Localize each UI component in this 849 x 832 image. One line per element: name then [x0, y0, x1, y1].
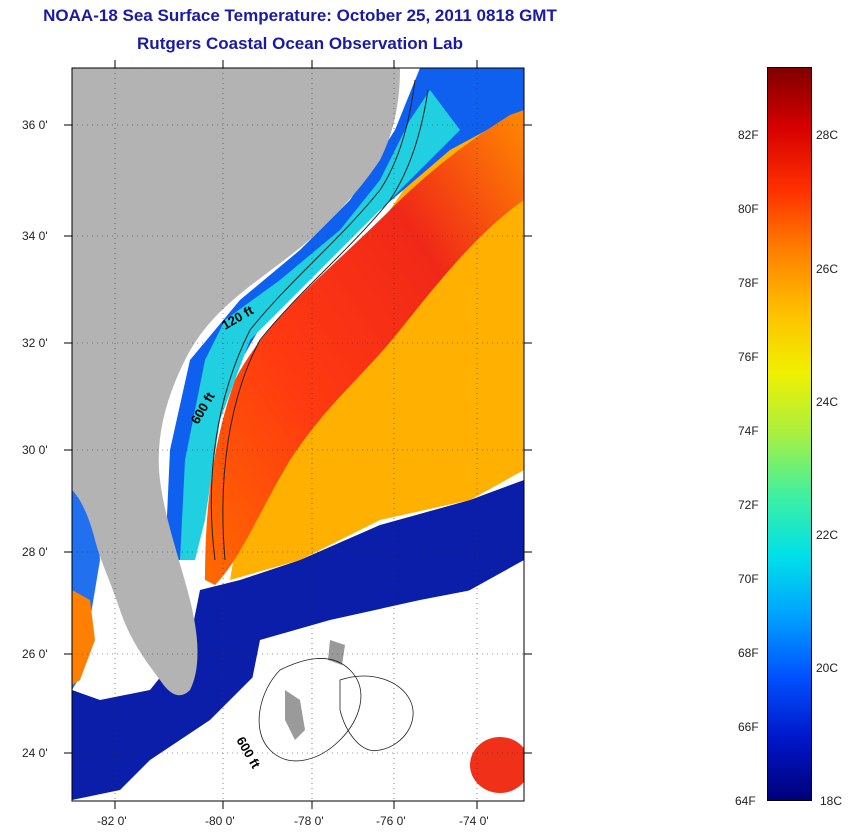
colorbar-c-label: 28C	[816, 128, 839, 142]
colorbar-f-label: 70F	[738, 572, 759, 586]
lat-label: 32 0'	[22, 336, 48, 350]
lat-label: 28 0'	[22, 545, 48, 559]
lat-label: 30 0'	[22, 443, 48, 457]
land	[72, 68, 400, 696]
colorbar-c-label: 24C	[816, 395, 839, 409]
colorbar-f-label: 78F	[738, 276, 759, 290]
graticule	[72, 68, 524, 801]
colorbar-c-label: 26C	[816, 262, 839, 276]
axis-ticks	[64, 60, 532, 809]
colorbar-f-label: 80F	[738, 202, 759, 216]
bahamas-contour	[258, 658, 362, 762]
colorbar-f-label: 82F	[738, 128, 759, 142]
map-frame	[71, 67, 525, 802]
colorbar-f-label: 74F	[738, 424, 759, 438]
colorbar-c-label: 18C	[820, 794, 843, 808]
lon-label: -78 0'	[294, 814, 324, 828]
colorbar-f-label: 76F	[738, 350, 759, 364]
lon-label: -82 0'	[97, 814, 127, 828]
gulf-stream	[205, 110, 524, 585]
lon-label: -80 0'	[205, 814, 235, 828]
coastal-cyan-band	[180, 90, 460, 560]
se-warm-patch	[470, 737, 524, 793]
lon-label: -76 0'	[376, 814, 406, 828]
colorbar-f-label: 64F	[735, 794, 756, 808]
colorbar-c-label: 20C	[816, 661, 839, 675]
colorbar-f-label: 72F	[738, 498, 759, 512]
colorbar-c-label: 22C	[816, 528, 839, 542]
lat-label: 24 0'	[22, 746, 48, 760]
contour-600ft	[222, 89, 429, 561]
lat-label: 34 0'	[22, 229, 48, 243]
bahamas-land	[285, 690, 305, 740]
contour-120ft	[210, 79, 416, 561]
map-title: NOAA-18 Sea Surface Temperature: October…	[43, 6, 557, 25]
lon-label: -74 0'	[459, 814, 489, 828]
no-data-patch	[200, 580, 524, 801]
map-subtitle: Rutgers Coastal Ocean Observation Lab	[137, 34, 463, 53]
lat-label: 36 0'	[22, 118, 48, 132]
colorbar-f-label: 68F	[738, 646, 759, 660]
temperature-colorbar	[767, 67, 812, 801]
lat-label: 26 0'	[22, 647, 48, 661]
colorbar-f-label: 66F	[738, 720, 759, 734]
